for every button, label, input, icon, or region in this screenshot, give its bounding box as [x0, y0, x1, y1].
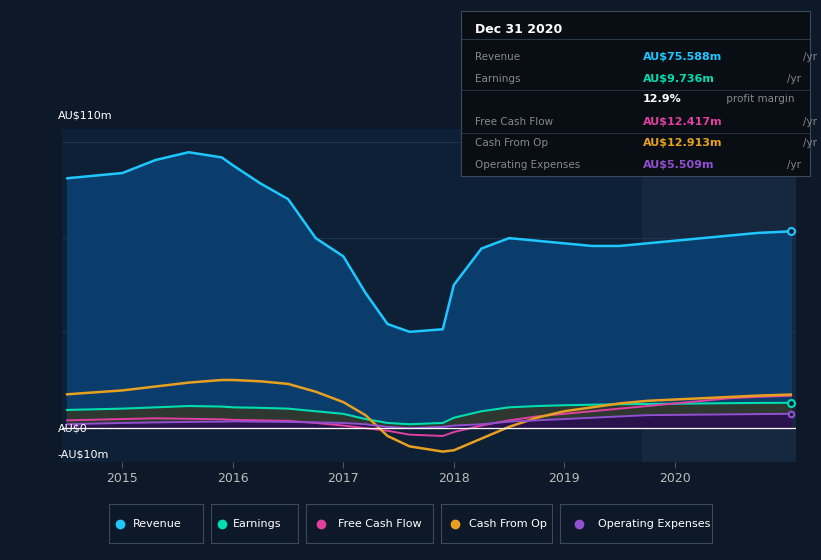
Text: Operating Expenses: Operating Expenses	[599, 519, 711, 529]
Text: /yr: /yr	[804, 117, 818, 127]
Text: profit margin: profit margin	[723, 94, 795, 104]
Text: AU$12.417m: AU$12.417m	[643, 117, 722, 127]
Text: /yr: /yr	[804, 138, 818, 148]
Text: Revenue: Revenue	[475, 53, 521, 63]
Text: /yr: /yr	[787, 160, 801, 170]
Text: 12.9%: 12.9%	[643, 94, 681, 104]
Text: Dec 31 2020: Dec 31 2020	[475, 23, 562, 36]
Text: AU$110m: AU$110m	[57, 110, 112, 120]
Text: AU$75.588m: AU$75.588m	[643, 53, 722, 63]
Text: Free Cash Flow: Free Cash Flow	[337, 519, 421, 529]
Bar	[642, 129, 796, 462]
Text: /yr: /yr	[804, 53, 818, 63]
Text: AU$12.913m: AU$12.913m	[643, 138, 722, 148]
Text: AU$9.736m: AU$9.736m	[643, 74, 715, 84]
Text: Operating Expenses: Operating Expenses	[475, 160, 580, 170]
Text: Earnings: Earnings	[233, 519, 282, 529]
Text: Earnings: Earnings	[475, 74, 521, 84]
Text: AU$0: AU$0	[57, 423, 87, 433]
Text: -AU$10m: -AU$10m	[57, 449, 109, 459]
Text: AU$5.509m: AU$5.509m	[643, 160, 714, 170]
Text: /yr: /yr	[787, 74, 801, 84]
Text: Cash From Op: Cash From Op	[475, 138, 548, 148]
Text: Revenue: Revenue	[132, 519, 181, 529]
Text: Free Cash Flow: Free Cash Flow	[475, 117, 553, 127]
Text: Cash From Op: Cash From Op	[469, 519, 547, 529]
